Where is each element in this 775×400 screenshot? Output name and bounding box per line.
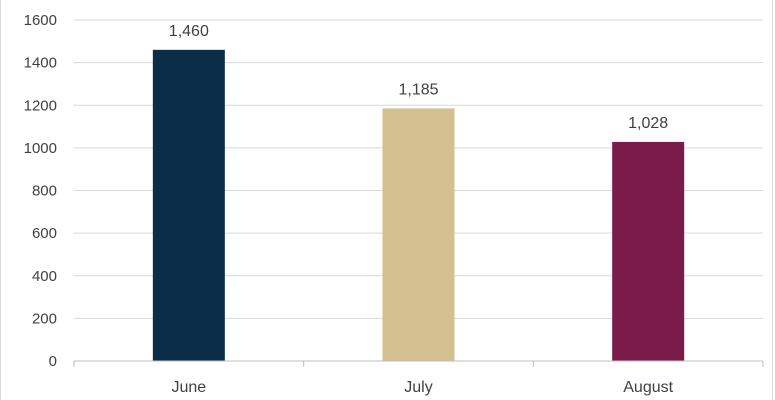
y-tick-label: 1000 bbox=[24, 140, 57, 157]
y-tick-label: 1600 bbox=[24, 12, 57, 29]
data-label: 1,460 bbox=[169, 23, 209, 40]
bar-july bbox=[382, 108, 455, 362]
bar-june bbox=[152, 49, 225, 362]
x-category-label: July bbox=[404, 379, 432, 396]
bars bbox=[152, 49, 685, 362]
y-tick-label: 0 bbox=[49, 353, 57, 370]
y-tick-label: 600 bbox=[32, 225, 57, 242]
y-tick-label: 1200 bbox=[24, 97, 57, 114]
data-labels: 1,460 1,185 1,028 bbox=[169, 23, 668, 132]
y-tick-label: 800 bbox=[32, 183, 57, 200]
x-category-label: June bbox=[171, 379, 206, 396]
y-tick-label: 200 bbox=[32, 310, 57, 327]
x-category-label: August bbox=[623, 379, 673, 396]
data-label: 1,185 bbox=[398, 81, 438, 98]
data-label: 1,028 bbox=[628, 115, 668, 132]
y-axis-tick-labels: 0 200 400 600 800 1000 1200 1400 1600 bbox=[24, 12, 57, 370]
y-tick-label: 400 bbox=[32, 268, 57, 285]
y-tick-label: 1400 bbox=[24, 55, 57, 72]
bar-august bbox=[612, 141, 685, 361]
x-axis: June July August bbox=[73, 360, 764, 396]
